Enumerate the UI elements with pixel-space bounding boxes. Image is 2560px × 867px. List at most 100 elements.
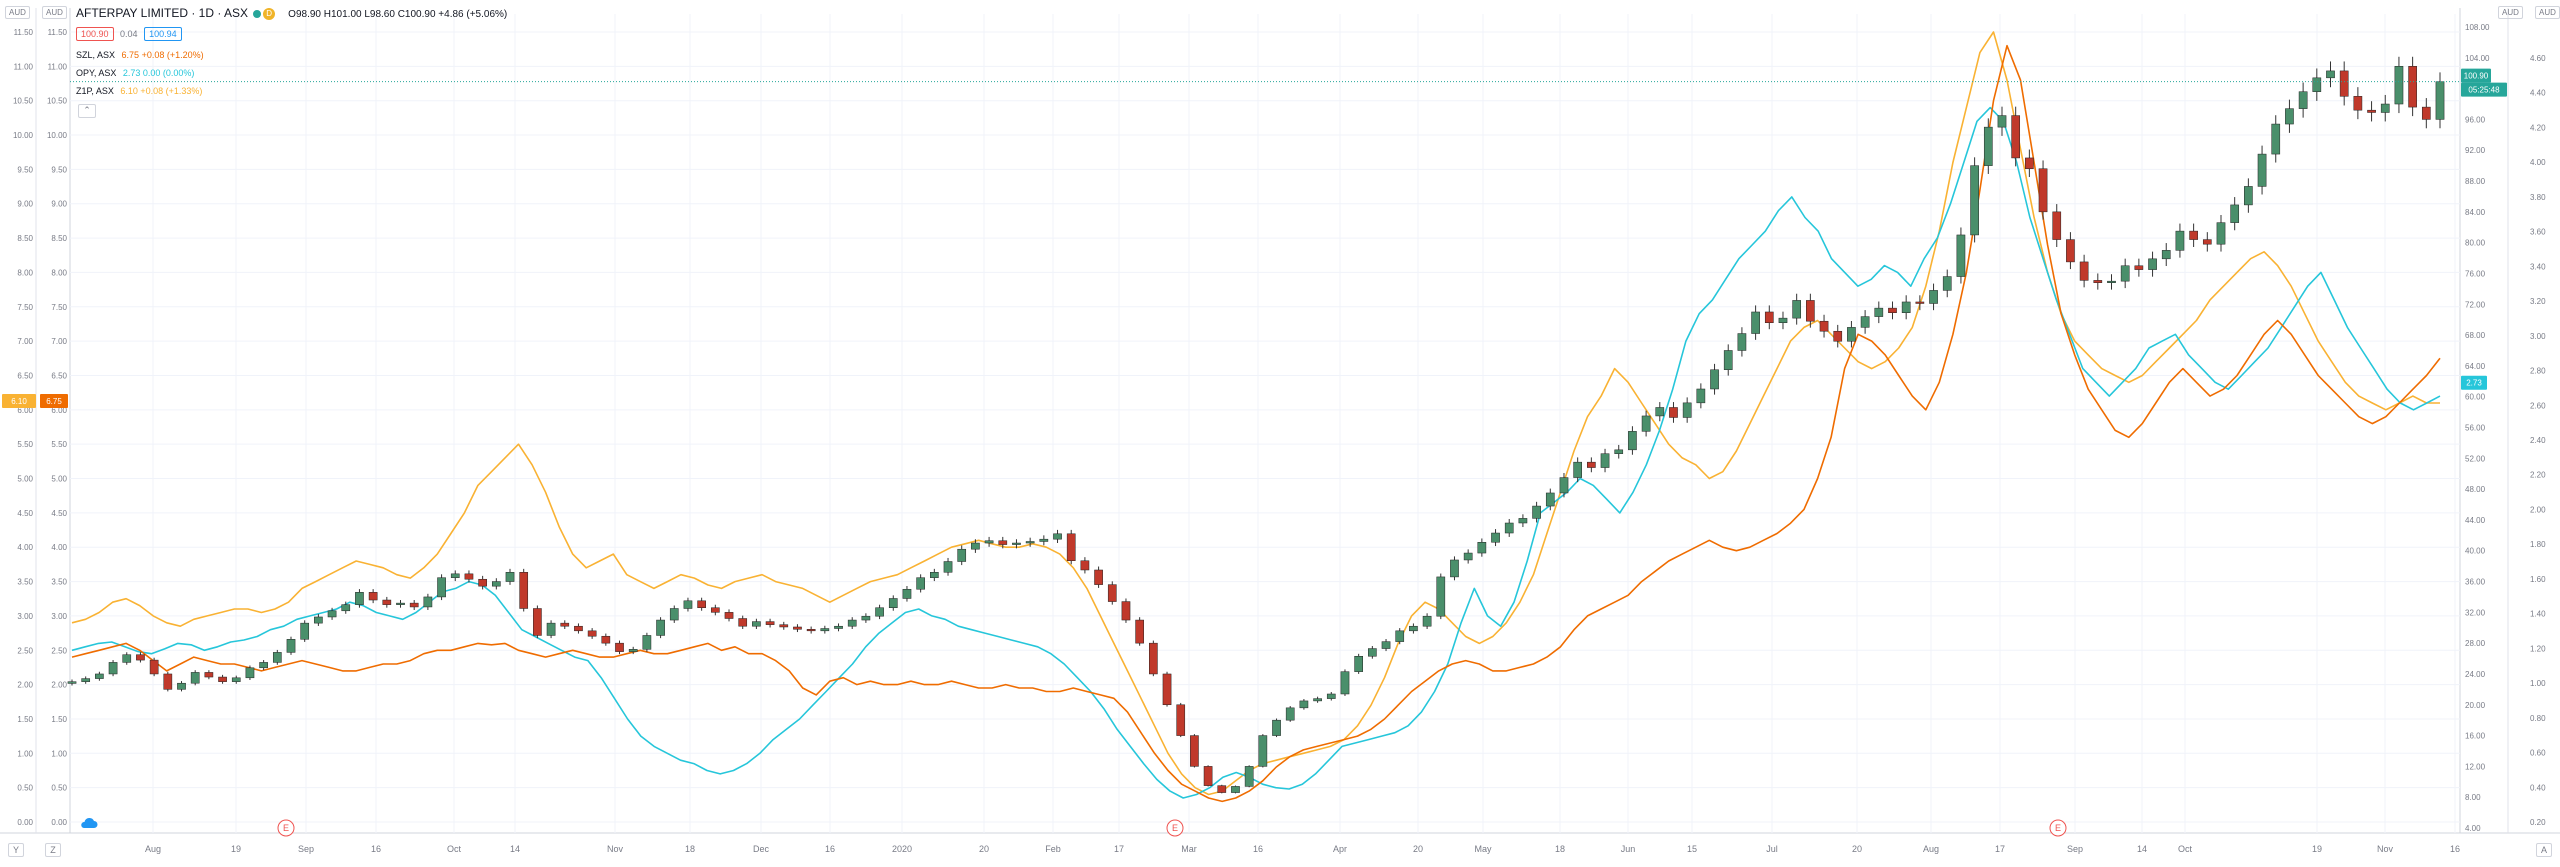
candle-body <box>1244 766 1254 787</box>
left-tick-a: 7.00 <box>17 337 33 346</box>
candle-body <box>628 649 638 652</box>
price-tag-opy-bg <box>2461 375 2487 390</box>
candle-body <box>2408 66 2417 108</box>
candle-body <box>1983 126 1993 166</box>
candle-body <box>1354 655 1363 672</box>
time-tick-label: Apr <box>1333 844 1347 854</box>
candle-body <box>533 608 542 636</box>
right-tick-b: 3.80 <box>2530 193 2546 202</box>
candle-body <box>2435 81 2445 120</box>
time-tick-label: 16 <box>1253 844 1263 854</box>
candle-body <box>2107 280 2116 283</box>
right-tick-a: 8.00 <box>2465 793 2481 802</box>
candle-body <box>122 654 132 663</box>
ask-price[interactable]: 100.94 <box>144 27 182 41</box>
right-tick-a: 16.00 <box>2465 732 2486 741</box>
time-tick-label: Feb <box>1045 844 1061 854</box>
candle-body <box>2298 91 2308 109</box>
price-tag-szl: 6.75 <box>46 397 62 406</box>
time-tick-label: Dec <box>753 844 770 854</box>
time-tick-label: Nov <box>2377 844 2394 854</box>
time-tick-label: Jun <box>1621 844 1636 854</box>
right-tick-b: 3.20 <box>2530 297 2546 306</box>
right-tick-a: 48.00 <box>2465 485 2486 494</box>
candle-body <box>1819 320 1829 332</box>
time-tick-label: 20 <box>1852 844 1862 854</box>
candle-body <box>1326 693 1336 699</box>
legend-opy[interactable]: OPY, ASX 2.73 0.00 (0.00%) <box>76 68 194 78</box>
left-tick-a: 10.00 <box>13 131 34 140</box>
candle-body <box>1217 785 1227 793</box>
left-axis-unit-2[interactable]: AUD <box>42 6 67 19</box>
time-tick-label: Sep <box>298 844 314 854</box>
collapse-legend-chevron-icon[interactable]: ⌃ <box>78 104 96 118</box>
left-tick-a: 0.00 <box>17 818 33 827</box>
candle-body <box>1299 700 1309 709</box>
candle-body <box>204 672 214 678</box>
candle-body <box>1450 559 1459 578</box>
auto-scale-button[interactable]: A <box>2536 843 2552 857</box>
left-tick-a: 6.00 <box>17 406 33 415</box>
candle-body <box>1258 735 1268 767</box>
corner-button-left-2[interactable]: Z <box>45 843 61 857</box>
right-tick-b: 2.60 <box>2530 401 2546 410</box>
candle-body <box>2079 261 2089 281</box>
time-tick-label: 16 <box>2450 844 2460 854</box>
legend-z1p[interactable]: Z1P, ASX 6.10 +0.08 (+1.33%) <box>76 86 202 96</box>
candle-body <box>409 602 419 608</box>
cloud-icon[interactable] <box>80 816 98 834</box>
right-tick-a: 84.00 <box>2465 208 2486 217</box>
earnings-marker-label: E <box>2055 823 2061 833</box>
candle-body <box>341 604 351 612</box>
right-axis-unit-1[interactable]: AUD <box>2498 6 2523 19</box>
candle-body <box>806 629 816 632</box>
candle-body <box>1504 522 1514 534</box>
legend-szl[interactable]: SZL, ASX 6.75 +0.08 (+1.20%) <box>76 50 204 60</box>
candle-body <box>1066 533 1076 561</box>
right-tick-a: 40.00 <box>2465 547 2486 556</box>
left-tick-b: 0.00 <box>51 818 67 827</box>
right-tick-a: 68.00 <box>2465 331 2486 340</box>
time-tick-label: 19 <box>2312 844 2322 854</box>
market-status-icon <box>253 10 262 19</box>
chart-header: AFTERPAY LIMITED · 1D · ASX D O98.90 H10… <box>76 6 507 21</box>
candle-body <box>382 599 392 605</box>
time-tick-label: Sep <box>2067 844 2083 854</box>
candle-body <box>177 682 186 690</box>
right-tick-b: 1.80 <box>2530 540 2546 549</box>
right-tick-b: 1.60 <box>2530 575 2546 584</box>
candle-body <box>1121 601 1131 621</box>
candle-body <box>1272 719 1281 736</box>
candle-body <box>1203 766 1213 786</box>
candle-body <box>67 681 77 684</box>
candle-body <box>95 673 104 679</box>
price-tag-z1p: 6.10 <box>11 397 27 406</box>
left-tick-a: 1.00 <box>17 749 33 758</box>
corner-button-left-1[interactable]: Y <box>8 843 24 857</box>
candle-body <box>1901 301 1911 313</box>
right-tick-a: 4.00 <box>2465 824 2481 833</box>
candle-body <box>560 622 570 627</box>
time-tick-label: Oct <box>447 844 462 854</box>
left-tick-b: 9.50 <box>51 165 67 174</box>
symbol-title[interactable]: AFTERPAY LIMITED · 1D · ASX <box>76 6 249 20</box>
left-tick-a: 11.00 <box>14 62 34 71</box>
right-tick-a: 104.00 <box>2465 54 2490 63</box>
right-axis-unit-2[interactable]: AUD <box>2535 6 2560 19</box>
candle-body <box>163 673 173 690</box>
candle-body <box>930 572 939 578</box>
price-tag-countdown: 05:25:48 <box>2468 86 2500 95</box>
left-axis-unit-1[interactable]: AUD <box>5 6 30 19</box>
right-tick-a: 32.00 <box>2465 608 2486 617</box>
right-tick-a: 52.00 <box>2465 454 2486 463</box>
candle-body <box>1669 407 1678 418</box>
candle-body <box>1970 165 1979 236</box>
earnings-marker <box>277 819 295 837</box>
bid-price[interactable]: 100.90 <box>76 27 114 41</box>
candle-body <box>2230 204 2240 223</box>
candle-body <box>683 600 693 609</box>
candle-body <box>615 642 624 652</box>
left-tick-a: 9.00 <box>17 200 33 209</box>
